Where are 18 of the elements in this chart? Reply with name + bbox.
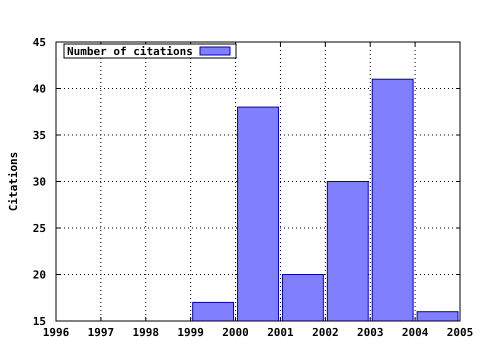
x-tick-label: 1998 bbox=[132, 326, 160, 339]
y-tick-label: 30 bbox=[32, 176, 46, 188]
y-tick-label: 45 bbox=[32, 36, 46, 49]
y-axis-title: Citations bbox=[7, 152, 20, 212]
y-tick-label: 40 bbox=[32, 82, 46, 96]
y-tick-label: 35 bbox=[32, 129, 46, 142]
x-tick-label: 2005 bbox=[446, 326, 474, 339]
y-tick-label: 20 bbox=[32, 268, 46, 282]
x-tick-label: 2002 bbox=[312, 326, 339, 339]
x-tick-label: 2001 bbox=[267, 326, 294, 339]
y-tick-label: 25 bbox=[32, 222, 46, 235]
x-tick-label: 2004 bbox=[402, 326, 429, 339]
x-tick-label: 2003 bbox=[356, 326, 384, 339]
y-tick-label: 15 bbox=[32, 315, 46, 328]
x-tick-label: 1996 bbox=[42, 326, 70, 339]
x-tick-label: 1999 bbox=[177, 326, 204, 339]
x-tick-label: 2000 bbox=[222, 326, 249, 339]
x-tick-label: 1997 bbox=[88, 326, 114, 339]
